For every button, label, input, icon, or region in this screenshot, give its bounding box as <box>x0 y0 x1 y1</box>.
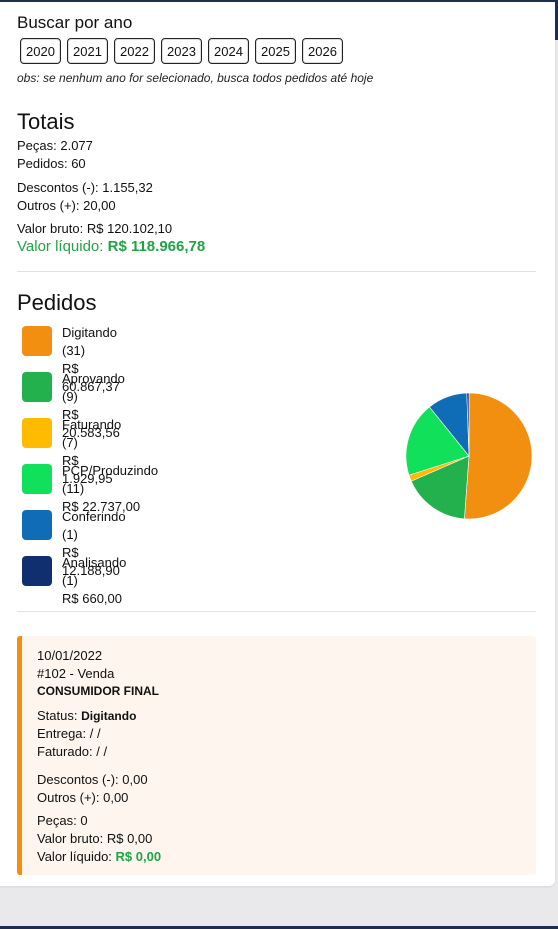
legend-value-pcp-produzindo: R$ 22.737,00 <box>62 499 141 514</box>
totais-descontos: Descontos (-): 1.155,32 <box>17 180 153 195</box>
legend-label-pcp-produzindo: PCP/Produzindo (11) <box>62 463 159 496</box>
order-card[interactable]: 10/01/2022 #102 - Venda CONSUMIDOR FINAL… <box>17 636 536 875</box>
order-pecas: Peças: 0 <box>37 813 88 828</box>
order-faturado: Faturado: / / <box>37 744 108 759</box>
totais-valor-liquido-label: Valor líquido: <box>17 238 108 255</box>
year-button-2022[interactable]: 2022 <box>114 38 155 64</box>
order-status: Status: Digitando <box>37 708 136 723</box>
legend-value-aprovando: R$ 20.583,56 <box>62 407 120 440</box>
year-button-2021[interactable]: 2021 <box>67 38 108 64</box>
totais-title: Totais <box>17 109 75 134</box>
divider <box>17 271 536 272</box>
order-valor-liquido: Valor líquido: R$ 0,00 <box>37 849 161 864</box>
legend-value-conferindo: R$ 12.188,90 <box>62 545 120 578</box>
totais-valor-liquido-value: R$ 118.966,78 <box>107 238 206 255</box>
legend-label-aprovando: Aprovando (9) <box>62 371 125 404</box>
pie-slice-aprovando <box>410 455 470 520</box>
scroll-edge <box>555 0 558 40</box>
pie-slice-analisando <box>466 392 470 457</box>
legend-swatch-aprovando <box>22 372 52 402</box>
legend-swatch-faturando <box>22 418 52 448</box>
pie-slice-pcp-produzindo <box>405 406 470 476</box>
search-note: obs: se nenhum ano for selecionado, busc… <box>17 71 374 85</box>
pie-slice-digitando <box>464 392 533 520</box>
order-entrega: Entrega: / / <box>37 726 101 741</box>
order-valor-liquido-value: R$ 0,00 <box>115 849 162 864</box>
totais-pedidos: Pedidos: 60 <box>17 156 86 171</box>
order-customer: CONSUMIDOR FINAL <box>37 684 159 698</box>
legend-value-digitando: R$ 60.867,37 <box>62 361 120 394</box>
legend-swatch-digitando <box>22 326 52 356</box>
totais-valor-bruto: Valor bruto: R$ 120.102,10 <box>17 221 173 236</box>
legend-label-conferindo: Conferindo (1) <box>62 509 126 542</box>
order-valor-liquido-label: Valor líquido: <box>37 849 116 864</box>
legend-label-faturando: Faturando (7) <box>62 417 122 450</box>
year-filter: 2020 2021 2022 2023 2024 2025 2026 <box>20 38 343 64</box>
main-card: Buscar por ano 2020 2021 2022 2023 2024 … <box>0 0 555 886</box>
legend-label-digitando: Digitando (31) <box>62 325 117 358</box>
order-descontos: Descontos (-): 0,00 <box>37 772 148 787</box>
order-number: #102 - Venda <box>37 666 115 681</box>
order-status-label: Status: <box>37 708 82 723</box>
legend-swatch-pcp-produzindo <box>22 464 52 494</box>
pedidos-pie-chart <box>405 392 533 520</box>
legend-swatch-analisando <box>22 556 52 586</box>
year-button-2024[interactable]: 2024 <box>208 38 249 64</box>
order-status-value: Digitando <box>81 709 137 723</box>
divider <box>17 611 536 612</box>
totais-outros: Outros (+): 20,00 <box>17 198 116 213</box>
year-button-2020[interactable]: 2020 <box>20 38 61 64</box>
legend-value-faturando: R$ 1.929,95 <box>62 453 113 486</box>
bottom-bar <box>0 926 558 929</box>
pedidos-title: Pedidos <box>17 290 97 315</box>
totais-valor-liquido: Valor líquido: R$ 118.966,78 <box>17 238 205 255</box>
year-button-2026[interactable]: 2026 <box>302 38 343 64</box>
year-button-2023[interactable]: 2023 <box>161 38 202 64</box>
order-valor-bruto: Valor bruto: R$ 0,00 <box>37 831 153 846</box>
order-outros: Outros (+): 0,00 <box>37 790 129 805</box>
totais-pecas: Peças: 2.077 <box>17 138 93 153</box>
legend-label-analisando: Analisando (1) <box>62 555 127 588</box>
top-edge <box>0 0 558 2</box>
year-button-2025[interactable]: 2025 <box>255 38 296 64</box>
order-date: 10/01/2022 <box>37 648 103 663</box>
legend-swatch-conferindo <box>22 510 52 540</box>
search-title: Buscar por ano <box>17 13 133 32</box>
legend-value-analisando: R$ 660,00 <box>62 591 122 606</box>
